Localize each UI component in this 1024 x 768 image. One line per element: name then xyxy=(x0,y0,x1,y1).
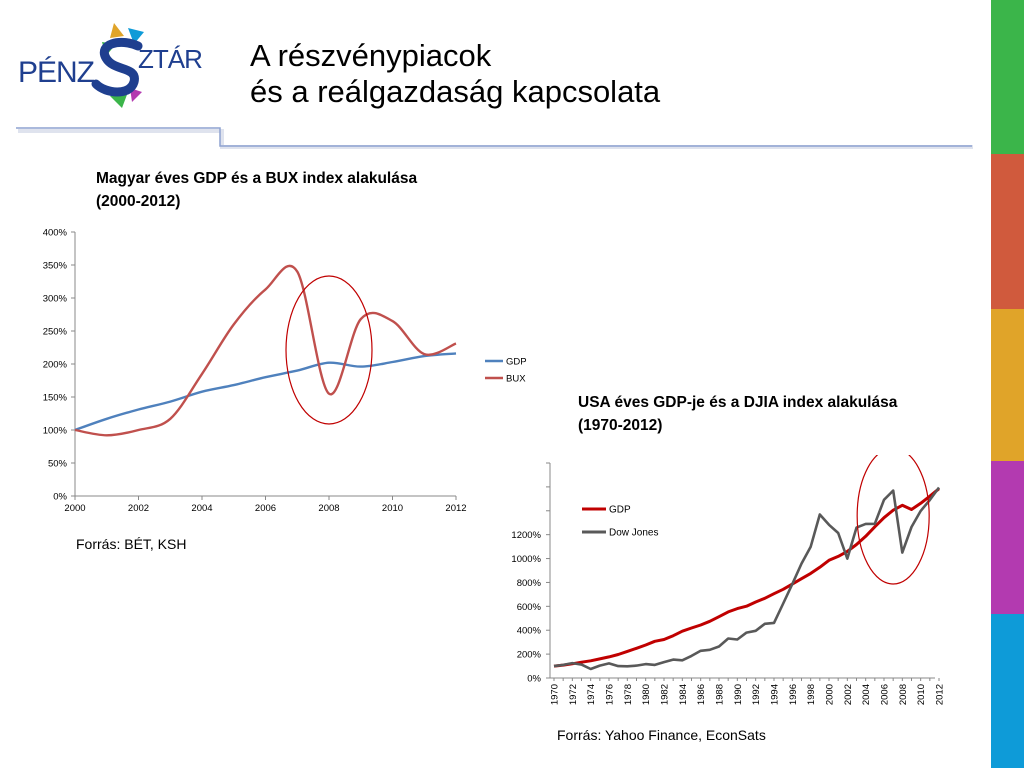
chart2-x-tick-label: 2004 xyxy=(861,684,872,705)
chart2-x-tick-label: 1974 xyxy=(586,684,597,705)
title-line-2: és a reálgazdaság kapcsolata xyxy=(250,74,661,109)
chart2-x-tick-label: 1982 xyxy=(660,684,671,705)
chart2-highlight-ellipse xyxy=(856,455,930,585)
chart2-x-tick-label: 1984 xyxy=(678,684,689,705)
chart2-x-tick-label: 2008 xyxy=(898,684,909,705)
chart1-x-tick-label: 2002 xyxy=(128,503,149,514)
chart1-x-tick-label: 2006 xyxy=(255,503,276,514)
chart1-title-line-2: (2000-2012) xyxy=(96,193,181,210)
chart1-title: Magyar éves GDP és a BUX index alakulása… xyxy=(96,167,417,213)
chart2-legend-label-dow-jones: Dow Jones xyxy=(609,528,658,539)
chart2-y-tick-label: 800% xyxy=(517,578,542,589)
chart-hungary-gdp-bux: 0% 50% 100% 150% 200% 250% 300% 350% 400% 2000 200… xyxy=(43,228,527,515)
chart2-x-tick-label: 2000 xyxy=(825,684,836,705)
chart2-x-tick-label: 1996 xyxy=(788,684,799,705)
chart2-title-line-2: (1970-2012) xyxy=(578,417,663,434)
header-rule xyxy=(16,127,973,149)
svg-text:ZTÁR: ZTÁR xyxy=(138,44,202,74)
chart1-x-tick-label: 2012 xyxy=(445,503,466,514)
chart1-legend-label-gdp: GDP xyxy=(506,357,527,368)
chart1-y-tick-label: 150% xyxy=(43,393,68,404)
chart1-series-bux-line xyxy=(74,264,457,437)
chart2-y-tick-label: 1000% xyxy=(511,554,541,565)
chart2-x-tick-label: 2006 xyxy=(880,684,891,705)
chart1-y-tick-label: 250% xyxy=(43,327,68,338)
chart2-x-tick-label: 1980 xyxy=(641,684,652,705)
chart1-y-tick-label: 50% xyxy=(48,459,68,470)
chart2-y-tick-label: 200% xyxy=(517,650,542,661)
chart2-y-tick-label: 400% xyxy=(517,626,542,637)
chart1-x-tick-label: 2010 xyxy=(382,503,403,514)
chart2-y-tick-label: 600% xyxy=(517,602,542,613)
chart2-x-tick-label: 1970 xyxy=(550,684,561,705)
chart2-series-gdp-line xyxy=(553,487,940,668)
chart1-highlight-ellipse xyxy=(285,275,373,425)
chart2-legend-label-gdp: GDP xyxy=(609,505,631,516)
chart1-x-tick-label: 2004 xyxy=(191,503,212,514)
page-title: A részvénypiacok és a reálgazdaság kapcs… xyxy=(250,38,660,110)
chart1-y-tick-label: 0% xyxy=(53,492,67,503)
chart1-source: Forrás: BÉT, KSH xyxy=(76,536,187,552)
chart1-x-tick-label: 2000 xyxy=(64,503,85,514)
chart1-y-tick-label: 400% xyxy=(43,228,68,239)
chart1-y-tick-label: 100% xyxy=(43,426,68,437)
svg-text:PÉNZ: PÉNZ xyxy=(18,56,95,89)
chart2-x-tick-label: 1978 xyxy=(623,684,634,705)
chart2-x-tick-label: 1990 xyxy=(733,684,744,705)
stripe-purple xyxy=(991,461,1024,614)
chart2-x-tick-label: 1994 xyxy=(770,684,781,705)
chart2-x-tick-label: 1988 xyxy=(715,684,726,705)
chart2-x-tick-label: 1972 xyxy=(568,684,579,705)
chart2-title: USA éves GDP-je és a DJIA index alakulás… xyxy=(578,391,897,437)
chart1-series-gdp-line xyxy=(74,352,457,432)
chart1-legend-label-bux: BUX xyxy=(506,374,526,385)
chart-usa-gdp-djia: 0% 200% 400% 600% 800% 1000% 1200% 1970 1972 1974… xyxy=(511,455,946,705)
stripe-green xyxy=(991,0,1024,154)
chart2-source: Forrás: Yahoo Finance, EconSats xyxy=(557,727,766,743)
stripe-orange xyxy=(991,309,1024,461)
stripe-blue xyxy=(991,614,1024,768)
chart2-x-tick-label: 1998 xyxy=(806,684,817,705)
chart2-x-tick-label: 2010 xyxy=(916,684,927,705)
chart1-y-tick-label: 200% xyxy=(43,360,68,371)
chart1-x-tick-label: 2008 xyxy=(318,503,339,514)
chart2-x-tick-label: 2012 xyxy=(935,684,946,705)
chart2-series-dow-jones-line xyxy=(553,486,941,671)
title-line-1: A részvénypiacok xyxy=(250,38,492,73)
chart2-x-tick-label: 2002 xyxy=(843,684,854,705)
stripe-red xyxy=(991,154,1024,309)
chart2-x-tick-label: 1976 xyxy=(605,684,616,705)
chart1-y-tick-label: 300% xyxy=(43,294,68,305)
chart1-title-line-1: Magyar éves GDP és a BUX index alakulása xyxy=(96,170,418,187)
chart2-x-tick-label: 1986 xyxy=(696,684,707,705)
chart2-x-tick-label: 1992 xyxy=(751,684,762,705)
penzsztar-logo: PÉNZ ZTÁR xyxy=(18,23,203,108)
chart2-y-tick-label: 0% xyxy=(527,674,541,685)
chart2-y-tick-label: 1200% xyxy=(511,530,541,541)
chart2-title-line-1: USA éves GDP-je és a DJIA index alakulás… xyxy=(578,394,898,411)
chart1-y-tick-label: 350% xyxy=(43,261,68,272)
